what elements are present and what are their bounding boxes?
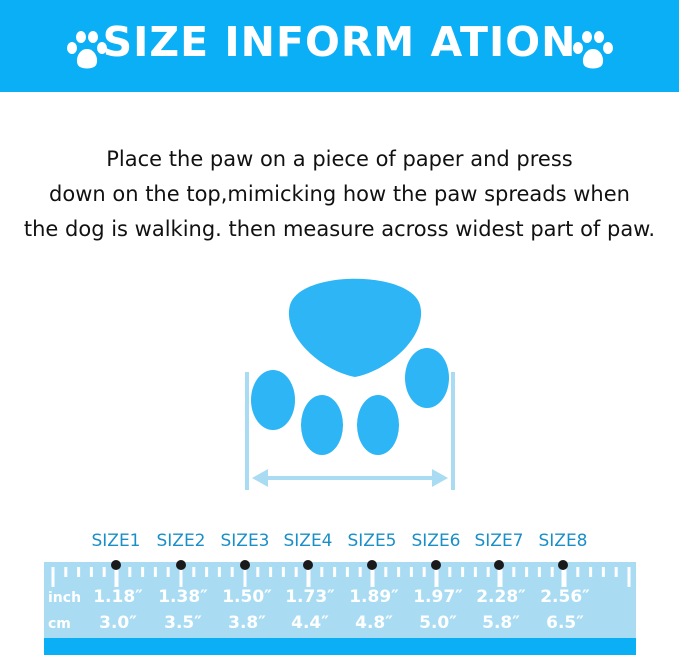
ruler-tick [243, 562, 247, 587]
ruler-tick [345, 567, 349, 577]
ruler-tick [497, 562, 501, 587]
instruction-line: Place the paw on a piece of paper and pr… [106, 147, 573, 171]
ruler-tick [256, 567, 260, 577]
ruler-tick [51, 567, 55, 587]
size-label: SIZE6 [411, 531, 461, 551]
width-arrow-icon [252, 469, 448, 487]
paw-icon [573, 31, 613, 69]
ruler-tick [434, 562, 438, 587]
ruler-tick [512, 567, 516, 577]
size-marker [367, 560, 377, 570]
ruler-tick [614, 567, 618, 577]
ruler-tick [192, 567, 196, 577]
size-label: SIZE2 [156, 531, 206, 551]
ruler-tick [294, 567, 298, 577]
ruler-tick [64, 567, 68, 577]
toe-pad [405, 348, 449, 408]
ruler-tick [525, 567, 529, 577]
ruler-tick [561, 562, 565, 587]
inch-label: inch [48, 590, 82, 606]
ruler-tick [448, 567, 452, 577]
size-label: SIZE7 [474, 531, 524, 551]
cm-value: 3.8″ [228, 613, 266, 633]
ruler-tick [205, 567, 209, 577]
size-label: SIZE3 [220, 531, 270, 551]
inch-value: 1.38″ [158, 587, 208, 607]
ruler-tick [589, 567, 593, 577]
ruler-tick [269, 567, 273, 577]
size-marker [111, 560, 121, 570]
instruction-line: the dog is walking. then measure across … [23, 217, 656, 241]
ruler-tick [128, 567, 132, 577]
toe-pad [357, 395, 399, 455]
size-label: SIZE1 [91, 531, 141, 551]
ruler-tick [499, 567, 503, 587]
page-title: SIZE INFORM ATION [102, 18, 577, 66]
toe-pad [301, 395, 343, 455]
cm-value: 4.4″ [291, 613, 329, 633]
size-marker [303, 560, 313, 570]
inch-value: 2.28″ [476, 587, 526, 607]
ruler-tick [102, 567, 106, 577]
cm-value: 3.0″ [99, 613, 137, 633]
inch-value: 2.56″ [540, 587, 590, 607]
ruler-tick [217, 567, 221, 577]
ruler-tick [486, 567, 490, 577]
paw-pad [288, 278, 422, 377]
cm-value: 5.0″ [419, 613, 457, 633]
ruler-tick [179, 562, 183, 587]
ruler-tick [230, 567, 234, 577]
inch-value: 1.97″ [413, 587, 463, 607]
paw-measure-diagram [245, 278, 455, 490]
ruler-tick [370, 562, 374, 587]
ruler-tick [422, 567, 426, 577]
cm-value: 4.8″ [355, 613, 393, 633]
cm-value: 5.8″ [482, 613, 520, 633]
header-banner: SIZE INFORM ATION [0, 0, 679, 92]
ruler-tick [576, 567, 580, 577]
ruler-tick [166, 567, 170, 577]
ruler-tick [384, 567, 388, 577]
toe-pad [251, 370, 295, 430]
ruler-tick [397, 567, 401, 577]
size-label: SIZE4 [283, 531, 333, 551]
ruler-tick [550, 567, 554, 577]
ruler-tick [461, 567, 465, 577]
inch-value: 1.73″ [285, 587, 335, 607]
cm-value: 6.5″ [546, 613, 584, 633]
ruler-tick [281, 567, 285, 577]
ruler-tick [77, 567, 81, 577]
cm-label: cm [48, 616, 71, 632]
paw-icon [67, 31, 107, 69]
ruler-tick [114, 562, 118, 587]
size-marker [176, 560, 186, 570]
size-marker [431, 560, 441, 570]
instruction-line: down on the top,mimicking how the paw sp… [49, 182, 630, 206]
size-label: SIZE5 [347, 531, 397, 551]
ruler-tick [306, 562, 310, 587]
ruler-tick [627, 567, 631, 587]
ruler-tick [473, 567, 477, 577]
ruler-band [44, 638, 636, 655]
inch-value: 1.89″ [349, 587, 399, 607]
inch-value: 1.50″ [222, 587, 272, 607]
ruler-tick [141, 567, 145, 577]
ruler-tick [153, 567, 157, 577]
inch-value: 1.18″ [93, 587, 143, 607]
ruler-tick [320, 567, 324, 577]
size-marker [494, 560, 504, 570]
size-marker [558, 560, 568, 570]
ruler-tick [89, 567, 93, 577]
ruler-tick [358, 567, 362, 577]
ruler-tick [537, 567, 541, 577]
instructions: Place the paw on a piece of paper and pr… [0, 142, 679, 247]
cm-value: 3.5″ [164, 613, 202, 633]
size-marker [240, 560, 250, 570]
size-label: SIZE8 [538, 531, 588, 551]
ruler-tick [333, 567, 337, 577]
ruler-tick [409, 567, 413, 577]
ruler-tick [601, 567, 605, 577]
ruler-tick [563, 567, 567, 587]
